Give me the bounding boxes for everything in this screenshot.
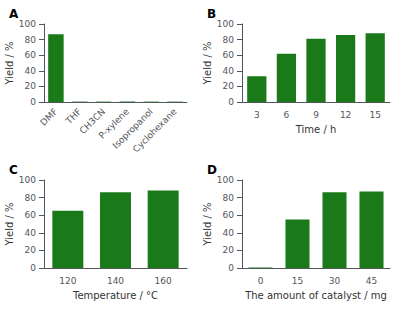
svg-text:80: 80 — [25, 193, 37, 203]
svg-text:140: 140 — [107, 276, 124, 286]
svg-text:6: 6 — [284, 110, 290, 120]
svg-text:15: 15 — [369, 110, 380, 120]
svg-text:THF: THF — [63, 106, 83, 126]
svg-text:0: 0 — [30, 263, 36, 273]
svg-text:80: 80 — [25, 35, 37, 45]
svg-text:Yield / %: Yield / % — [4, 202, 15, 246]
svg-text:Yield / %: Yield / % — [202, 202, 213, 246]
svg-text:80: 80 — [223, 35, 235, 45]
svg-text:100: 100 — [217, 19, 234, 29]
svg-text:40: 40 — [25, 228, 37, 238]
svg-text:30: 30 — [329, 276, 341, 286]
svg-text:D: D — [207, 163, 217, 177]
svg-text:DMF: DMF — [38, 106, 59, 127]
svg-text:60: 60 — [25, 210, 37, 220]
svg-text:0: 0 — [30, 97, 36, 107]
svg-text:P-xylene: P-xylene — [96, 106, 131, 141]
svg-text:160: 160 — [155, 276, 172, 286]
svg-text:80: 80 — [223, 193, 235, 203]
svg-text:12: 12 — [340, 110, 351, 120]
svg-text:120: 120 — [59, 276, 76, 286]
svg-text:9: 9 — [313, 110, 319, 120]
svg-text:Yield / %: Yield / % — [202, 41, 213, 85]
svg-text:20: 20 — [223, 245, 235, 255]
svg-text:40: 40 — [223, 66, 235, 76]
svg-text:20: 20 — [223, 81, 235, 91]
svg-text:Isopropanol: Isopropanol — [110, 106, 155, 151]
svg-text:3: 3 — [254, 110, 260, 120]
svg-text:60: 60 — [25, 50, 37, 60]
svg-text:Cyclohexane: Cyclohexane — [131, 106, 179, 154]
svg-text:45: 45 — [366, 276, 377, 286]
svg-text:40: 40 — [223, 228, 235, 238]
svg-text:100: 100 — [19, 175, 36, 185]
svg-text:100: 100 — [19, 19, 36, 29]
svg-text:Temperature / °C: Temperature / °C — [72, 290, 158, 301]
svg-text:Yield / %: Yield / % — [4, 41, 15, 85]
svg-text:100: 100 — [217, 175, 234, 185]
svg-text:0: 0 — [228, 263, 234, 273]
svg-text:20: 20 — [25, 81, 37, 91]
svg-text:20: 20 — [25, 245, 37, 255]
svg-text:B: B — [207, 7, 216, 21]
svg-text:40: 40 — [25, 66, 37, 76]
svg-text:CH3CN: CH3CN — [77, 106, 108, 136]
svg-text:Time / h: Time / h — [295, 124, 337, 135]
svg-text:0: 0 — [258, 276, 264, 286]
svg-text:60: 60 — [223, 210, 235, 220]
svg-text:15: 15 — [292, 276, 303, 286]
svg-text:The amount of catalyst / mg: The amount of catalyst / mg — [244, 290, 387, 301]
svg-text:C: C — [9, 163, 18, 177]
svg-text:0: 0 — [228, 97, 234, 107]
svg-text:A: A — [9, 7, 19, 21]
svg-text:60: 60 — [223, 50, 235, 60]
